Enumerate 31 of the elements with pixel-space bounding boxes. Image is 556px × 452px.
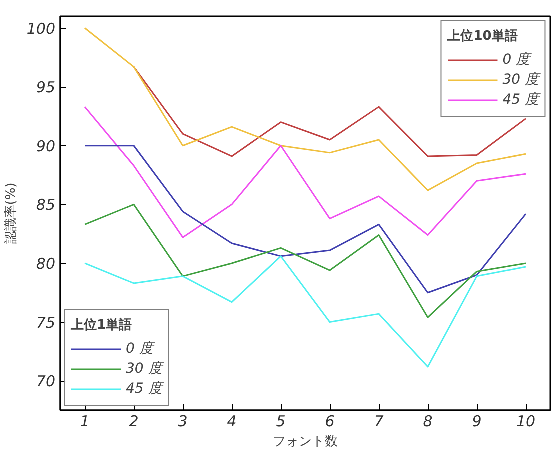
x-tick-label: 1 [80,412,90,430]
text: 上位10単語 [448,29,518,44]
x-tick-label: 8 [423,412,433,430]
y-tick-label: 75 [36,314,56,332]
line-series [133,66,527,158]
line-series [84,106,527,238]
y-tick-label: 95 [36,78,56,97]
x-tick-label: 5 [276,412,286,430]
x-tick-label: 6 [325,412,335,430]
y-tick-label: 90 [36,137,56,156]
legend-label: 45 度 [502,91,539,109]
x-tick-label: 2 [129,412,139,430]
legend-label: 30 度 [126,360,162,378]
y-axis-title: 認識率(%) [2,182,19,244]
x-axis-title: フォント数 [273,434,338,450]
x-tick-label: 3 [178,412,188,430]
x-tick-label: 7 [374,412,384,430]
line-series [84,204,527,318]
x-tick-label: 4 [227,412,237,430]
legend-label: 30 度 [502,71,539,89]
y-tick-label: 100 [26,20,56,38]
y-tick-label: 85 [36,196,56,214]
y-tick-label: 80 [36,254,56,273]
x-tick-label: 9 [472,412,482,430]
legend-label: 0 度 [502,51,530,69]
legend-label: 0 度 [126,340,154,358]
y-tick-label: 70 [36,372,56,391]
line-series [84,145,527,294]
legend-label: 45 度 [126,380,162,398]
text: 上位1単語 [71,318,132,333]
x-tick-label: 10 [516,412,536,430]
